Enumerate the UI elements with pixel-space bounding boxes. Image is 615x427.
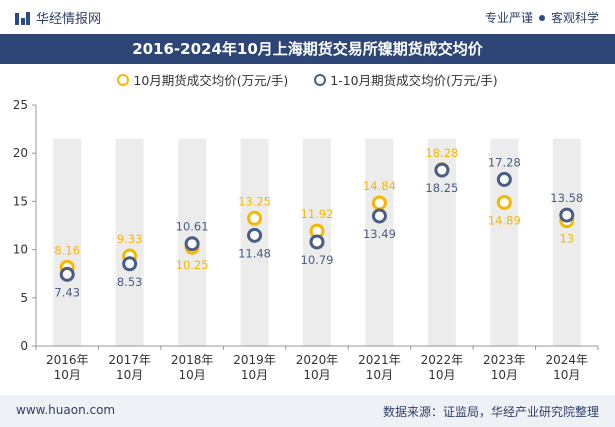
x-tick-label: 2016年: [46, 353, 89, 367]
header-tags: 专业严谨 客观科学: [485, 9, 599, 26]
series1-data-label: 13: [559, 232, 574, 246]
legend-label-series2: 1-10月期货成交均价(万元/手): [330, 73, 498, 88]
series1-point: [496, 194, 512, 210]
y-tick-label: 15: [13, 194, 28, 208]
series2-data-label: 18.25: [425, 181, 458, 195]
series2-point: [371, 208, 387, 224]
category-column-bg: [490, 138, 519, 346]
series2-point: [309, 234, 325, 250]
x-tick-label: 10月: [241, 368, 268, 382]
series1-data-label: 18.28: [425, 146, 458, 160]
tag-objective: 客观科学: [550, 11, 599, 25]
category-column-bg: [115, 138, 144, 346]
tag-professional: 专业严谨: [484, 11, 533, 25]
x-tick-label: 10月: [54, 368, 81, 382]
footer-url[interactable]: www.huaon.com: [16, 403, 116, 417]
series2-data-label: 10.61: [176, 220, 209, 234]
x-tick-label: 2018年: [171, 353, 214, 367]
x-tick-label: 10月: [491, 368, 518, 382]
series2-data-label: 8.53: [117, 275, 143, 289]
legend-label-series1: 10月期货成交均价(万元/手): [133, 73, 289, 88]
series2-point: [559, 207, 575, 223]
y-tick-label: 25: [13, 98, 28, 112]
series2-data-label: 13.49: [363, 227, 396, 241]
x-tick-label: 10月: [178, 368, 205, 382]
x-tick-label: 2017年: [108, 353, 151, 367]
legend-item-series2: 1-10月期货成交均价(万元/手): [314, 70, 498, 89]
x-tick-label: 2020年: [296, 353, 339, 367]
x-tick-label: 2023年: [483, 353, 526, 367]
footer: www.huaon.com 数据来源：证监局，华经产业研究院整理: [0, 395, 615, 427]
series1-data-label: 14.89: [488, 213, 521, 227]
series1-point: [371, 195, 387, 211]
series1-data-label: 11.92: [301, 207, 334, 221]
x-tick-label: 10月: [366, 368, 393, 382]
x-tick-label: 2019年: [233, 353, 276, 367]
site-name: 华经情报网: [36, 12, 102, 27]
x-tick-label: 2021年: [358, 353, 401, 367]
series2-data-label: 11.48: [238, 246, 271, 260]
y-tick-label: 5: [20, 291, 28, 305]
series2-point: [122, 256, 138, 272]
x-tick-label: 10月: [116, 368, 143, 382]
x-tick-label: 10月: [303, 368, 330, 382]
category-column-bg: [53, 138, 82, 346]
legend-item-series1: 10月期货成交均价(万元/手): [117, 70, 288, 89]
x-tick-label: 2024年: [546, 353, 589, 367]
series2-data-label: 17.28: [488, 155, 521, 169]
series2-point: [184, 236, 200, 252]
series2-data-label: 13.58: [550, 191, 583, 205]
chart-plot: 05101520252016年10月2017年10月2018年10月2019年1…: [13, 98, 599, 382]
series1-data-label: 10.25: [176, 258, 209, 272]
bar-chart-logo-icon: [14, 10, 30, 26]
chart-legend: 10月期货成交均价(万元/手) 1-10月期货成交均价(万元/手): [0, 70, 615, 89]
chart-title: 2016-2024年10月上海期货交易所镍期货成交均价: [0, 34, 615, 64]
x-tick-label: 10月: [428, 368, 455, 382]
series2-point: [434, 162, 450, 178]
series1-data-label: 13.25: [238, 194, 271, 208]
top-bar: 华经情报网 专业严谨 客观科学: [0, 0, 615, 34]
series2-point: [247, 227, 263, 243]
legend-circle-marker-icon: [314, 73, 327, 86]
y-tick-label: 0: [20, 339, 28, 353]
series2-data-label: 7.43: [54, 285, 80, 299]
category-column-bg: [365, 138, 394, 346]
series1-data-label: 8.16: [54, 243, 80, 257]
series1-data-label: 9.33: [117, 232, 143, 246]
series2-point: [496, 171, 512, 187]
x-tick-label: 10月: [553, 368, 580, 382]
site-brand[interactable]: 华经情报网: [14, 8, 101, 27]
legend-circle-marker-icon: [117, 73, 130, 86]
category-column-bg: [552, 138, 581, 346]
series1-data-label: 14.84: [363, 179, 396, 193]
x-tick-label: 2022年: [421, 353, 464, 367]
y-tick-label: 20: [13, 146, 28, 160]
series2-point: [59, 266, 75, 282]
bullet-dot-icon: [538, 14, 545, 21]
footer-source: 数据来源：证监局，华经产业研究院整理: [382, 405, 599, 419]
series2-data-label: 10.79: [301, 253, 334, 267]
series1-point: [247, 210, 263, 226]
y-tick-label: 10: [13, 243, 28, 257]
